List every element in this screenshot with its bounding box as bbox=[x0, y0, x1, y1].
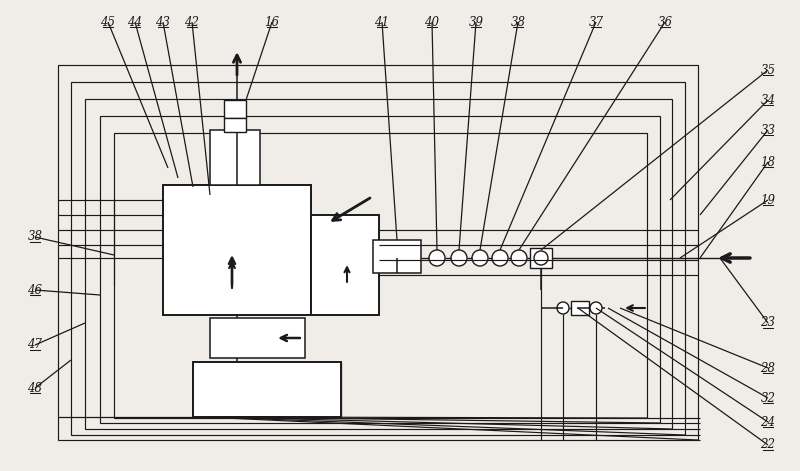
Text: 37: 37 bbox=[589, 16, 603, 29]
Bar bbox=[224, 100, 246, 118]
Circle shape bbox=[472, 250, 488, 266]
Text: 28: 28 bbox=[761, 362, 775, 374]
Text: 44: 44 bbox=[127, 16, 142, 29]
Text: 33: 33 bbox=[761, 123, 775, 137]
Bar bbox=[193, 362, 341, 417]
Circle shape bbox=[557, 302, 569, 314]
Text: 43: 43 bbox=[155, 16, 170, 29]
Text: 46: 46 bbox=[27, 284, 42, 297]
Text: 34: 34 bbox=[761, 94, 775, 106]
Text: 41: 41 bbox=[374, 16, 390, 29]
Bar bbox=[571, 301, 589, 315]
Text: 38: 38 bbox=[27, 230, 42, 244]
Bar bbox=[373, 240, 421, 273]
Bar bbox=[85, 99, 672, 429]
Text: 18: 18 bbox=[761, 155, 775, 169]
Bar bbox=[224, 118, 246, 132]
Bar bbox=[530, 248, 552, 268]
Circle shape bbox=[511, 250, 527, 266]
Circle shape bbox=[451, 250, 467, 266]
Text: 48: 48 bbox=[27, 382, 42, 395]
Text: 19: 19 bbox=[761, 194, 775, 206]
Circle shape bbox=[429, 250, 445, 266]
Circle shape bbox=[492, 250, 508, 266]
Text: 24: 24 bbox=[761, 415, 775, 429]
Bar bbox=[100, 116, 660, 423]
Bar bbox=[71, 82, 685, 435]
Text: 16: 16 bbox=[265, 16, 279, 29]
Text: 32: 32 bbox=[761, 391, 775, 405]
Text: 42: 42 bbox=[185, 16, 199, 29]
Text: 23: 23 bbox=[761, 317, 775, 330]
Text: 47: 47 bbox=[27, 339, 42, 351]
Bar bbox=[210, 130, 260, 185]
Bar bbox=[210, 318, 305, 358]
Text: 40: 40 bbox=[425, 16, 439, 29]
Text: 36: 36 bbox=[658, 16, 673, 29]
Text: 39: 39 bbox=[469, 16, 483, 29]
Bar bbox=[311, 215, 379, 315]
Text: 35: 35 bbox=[761, 64, 775, 76]
Bar bbox=[114, 133, 647, 418]
Bar bbox=[58, 65, 698, 440]
Circle shape bbox=[590, 302, 602, 314]
Text: 38: 38 bbox=[510, 16, 526, 29]
Text: 22: 22 bbox=[761, 439, 775, 452]
Circle shape bbox=[534, 251, 548, 265]
Text: 45: 45 bbox=[101, 16, 115, 29]
Bar bbox=[163, 185, 311, 315]
